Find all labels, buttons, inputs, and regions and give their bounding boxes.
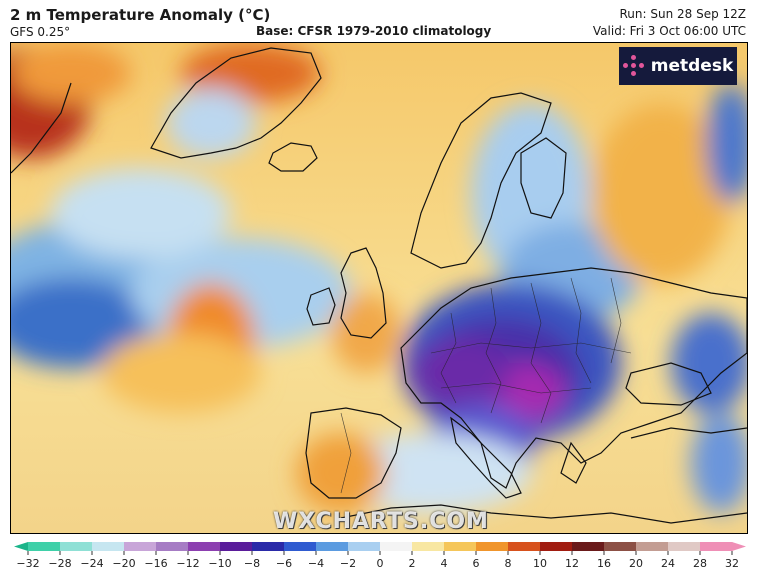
valid-time-label: Valid: Fri 3 Oct 06:00 UTC bbox=[592, 24, 746, 38]
colorbar-tick-label: −2 bbox=[340, 557, 356, 570]
colorbar-swatch bbox=[124, 542, 157, 551]
colorbar-swatch bbox=[668, 542, 701, 551]
colorbar-tick-label: −10 bbox=[208, 557, 231, 570]
coastlines bbox=[11, 47, 747, 524]
colorbar-swatch bbox=[28, 542, 61, 551]
colorbar-swatch bbox=[188, 542, 221, 551]
colorbar-arrow-right bbox=[732, 542, 746, 551]
colorbar-swatch bbox=[540, 542, 573, 551]
colorbar-swatch bbox=[636, 542, 669, 551]
colorbar-arrow-left bbox=[14, 542, 28, 551]
colorbar-tick-label: −24 bbox=[80, 557, 103, 570]
metdesk-logo-text: metdesk bbox=[650, 56, 734, 76]
run-time-label: Run: Sun 28 Sep 12Z bbox=[619, 7, 746, 21]
model-label: GFS 0.25° bbox=[10, 25, 71, 39]
climatology-base-label: Base: CFSR 1979-2010 climatology bbox=[256, 24, 492, 38]
colorbar-swatch bbox=[220, 542, 253, 551]
colorbar-swatch bbox=[156, 542, 189, 551]
colorbar-swatch bbox=[284, 542, 317, 551]
colorbar-swatch bbox=[252, 542, 285, 551]
colorbar-tick-label: −12 bbox=[176, 557, 199, 570]
colorbar-tick-label: −6 bbox=[276, 557, 292, 570]
colorbar-tick-label: −16 bbox=[144, 557, 167, 570]
colorbar-tick-label: −4 bbox=[308, 557, 324, 570]
colorbar-swatch bbox=[444, 542, 477, 551]
colorbar-swatch bbox=[412, 542, 445, 551]
colorbar-legend: −32 −28 −24 −20 −16 −12 −10 −8 −6 −4 −2 0 2 4 6 8 10 12 16… bbox=[14, 542, 746, 570]
colorbar-tick-label: −28 bbox=[48, 557, 71, 570]
colorbar-tick-label: 8 bbox=[505, 557, 512, 570]
colorbar-ticks: −32 −28 −24 −20 −16 −12 −10 −8 −6 −4 −2 0 2 4 6 8 10 12 16… bbox=[16, 551, 739, 570]
colorbar-tick-label: 32 bbox=[725, 557, 739, 570]
map-title: 2 m Temperature Anomaly (°C) bbox=[10, 6, 271, 24]
colorbar-tick-label: 6 bbox=[473, 557, 480, 570]
colorbar-tick-label: 10 bbox=[533, 557, 547, 570]
colorbar-swatch bbox=[316, 542, 349, 551]
colorbar-tick-label: 20 bbox=[629, 557, 643, 570]
colorbar-swatch bbox=[700, 542, 733, 551]
colorbar-swatches bbox=[14, 542, 746, 551]
colorbar-tick-label: −8 bbox=[244, 557, 260, 570]
colorbar-tick-label: 24 bbox=[661, 557, 675, 570]
colorbar-swatch bbox=[508, 542, 541, 551]
colorbar-swatch bbox=[92, 542, 125, 551]
colorbar-tick-label: 2 bbox=[409, 557, 416, 570]
colorbar-tick-label: 28 bbox=[693, 557, 707, 570]
colorbar-tick-label: 4 bbox=[441, 557, 448, 570]
colorbar-swatch bbox=[476, 542, 509, 551]
colorbar-tick-label: 12 bbox=[565, 557, 579, 570]
country-borders bbox=[340, 277, 632, 494]
anomaly-field bbox=[11, 43, 747, 513]
colorbar-tick-label: 16 bbox=[597, 557, 611, 570]
colorbar-swatch bbox=[380, 542, 413, 551]
colorbar-tick-label: −20 bbox=[112, 557, 135, 570]
metdesk-logo: metdesk bbox=[619, 47, 737, 85]
map-canvas bbox=[11, 43, 747, 533]
colorbar-tick-label: 0 bbox=[377, 557, 384, 570]
watermark: WXCHARTS.COM bbox=[273, 509, 489, 534]
colorbar-swatch bbox=[604, 542, 637, 551]
colorbar-swatch bbox=[572, 542, 605, 551]
temperature-anomaly-map[interactable]: metdesk WXCHARTS.COM bbox=[10, 42, 748, 534]
metdesk-dots-icon bbox=[622, 55, 645, 77]
colorbar-swatch bbox=[348, 542, 381, 551]
colorbar-swatch bbox=[60, 542, 93, 551]
colorbar-tick-label: −32 bbox=[16, 557, 39, 570]
